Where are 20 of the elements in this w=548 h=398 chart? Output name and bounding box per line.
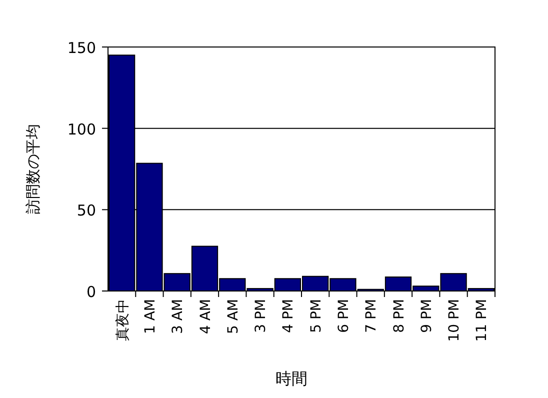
x-tick-label: 1 AM: [142, 299, 158, 334]
x-tick-label: 8 PM: [391, 299, 408, 333]
x-tick-label: 5 PM: [308, 299, 324, 333]
x-tick-label: 4 AM: [198, 299, 214, 334]
x-tick-label: 11 PM: [474, 299, 490, 342]
y-tick-label: 0: [86, 283, 96, 301]
y-tick-label: 150: [67, 39, 96, 57]
x-tick-label: 6 PM: [336, 299, 352, 333]
x-tick-label: 9 PM: [418, 299, 435, 333]
x-tick-label: 4 PM: [280, 299, 297, 333]
y-tick-label: 100: [67, 120, 96, 138]
x-tick-label: 7 PM: [364, 299, 380, 333]
y-tick-label: 50: [76, 202, 96, 220]
x-tick-label: 5 AM: [225, 299, 242, 334]
x-tick-label: 10 PM: [446, 299, 463, 342]
x-tick-label: 3 AM: [170, 299, 186, 334]
x-tick-label: 真夜中: [114, 299, 131, 341]
x-axis-title: 時間: [276, 369, 308, 388]
x-tick-label: 3 PM: [253, 299, 270, 333]
y-axis-title: 訪問数の平均: [24, 124, 42, 214]
